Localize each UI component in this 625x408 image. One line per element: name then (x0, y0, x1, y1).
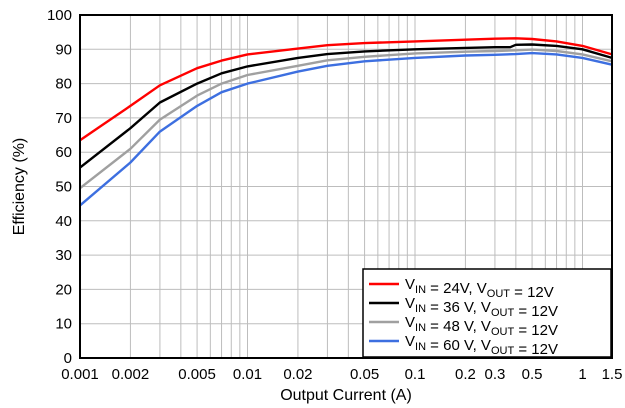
y-tick-label: 90 (55, 41, 72, 58)
y-tick-label: 30 (55, 247, 72, 264)
x-tick-label: 0.5 (522, 366, 543, 383)
x-tick-label: 0.2 (455, 366, 476, 383)
x-tick-label: 1.5 (602, 366, 623, 383)
y-tick-label: 40 (55, 213, 72, 230)
series-line (79, 51, 613, 207)
series-line (79, 43, 613, 169)
y-tick-label: 50 (55, 179, 72, 196)
legend-entry-label: VIN = 60 V, VOUT = 12V (405, 333, 558, 358)
x-tick-label: 0.1 (405, 366, 426, 383)
x-tick-label: 0.02 (283, 366, 312, 383)
y-tick-label: 70 (55, 110, 72, 127)
legend-box (362, 268, 612, 358)
series-line (79, 48, 613, 190)
series-layer (79, 37, 613, 207)
legend-entry-label: VIN = 24V, VOUT = 12V (405, 276, 554, 301)
legend-entry-label: VIN = 36 V, VOUT = 12V (405, 295, 558, 320)
y-tick-label: 10 (55, 316, 72, 333)
legend-entry-label: VIN = 48 V, VOUT = 12V (405, 314, 558, 339)
x-tick-label: 0.01 (233, 366, 262, 383)
x-tick-label: 1 (578, 366, 586, 383)
plot-frame (79, 14, 613, 359)
x-tick-label: 0.05 (350, 366, 379, 383)
y-tick-label: 20 (55, 281, 72, 298)
y-tick-label: 100 (47, 7, 72, 24)
x-tick-label: 0.001 (61, 366, 99, 383)
y-tick-labels: 0 10 20 30 40 50 60 70 80 90 100 (47, 7, 72, 367)
x-tick-label: 0.002 (112, 366, 150, 383)
y-tick-label: 60 (55, 144, 72, 161)
x-tick-label: 0.3 (484, 366, 505, 383)
series-line (79, 37, 613, 142)
y-tick-label: 80 (55, 76, 72, 93)
y-tick-label: 0 (64, 350, 72, 367)
y-axis-title: Efficiency (%) (11, 138, 28, 236)
x-axis-title: Output Current (A) (280, 387, 412, 404)
x-tick-labels: 0.001 0.002 0.005 0.01 0.02 0.05 0.1 0.2 0.3 0.5 1… (61, 366, 622, 383)
x-tick-label: 0.005 (178, 366, 216, 383)
